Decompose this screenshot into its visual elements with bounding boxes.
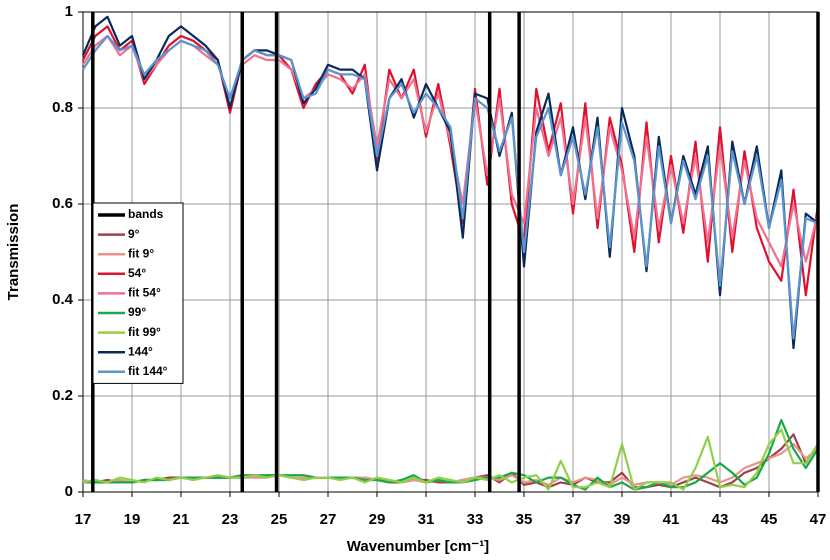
x-tick-label: 29 (369, 511, 386, 528)
series-line (82, 34, 820, 268)
x-tick-label: 35 (516, 511, 533, 528)
legend: bands 9° fit 9° 54° fit 54° 99° fit 99° 144° fit… (92, 202, 184, 384)
legend-label: 99° (128, 305, 146, 319)
x-tick-label: 21 (173, 511, 190, 528)
y-axis-title: Transmission (5, 204, 22, 301)
series-line (82, 34, 819, 340)
y-tick-label: 0.8 (52, 99, 73, 116)
legend-label: 9° (128, 227, 140, 241)
x-tick-label: 37 (565, 511, 582, 528)
x-tick-label: 31 (418, 511, 435, 528)
y-tick-label: 0 (65, 483, 73, 500)
x-tick-label: 39 (614, 511, 631, 528)
legend-label: 144° (128, 344, 153, 358)
x-tick-label: 33 (467, 511, 484, 528)
x-tick-label: 47 (810, 511, 827, 528)
legend-label: fit 9° (128, 246, 154, 260)
series-line (81, 15, 819, 350)
x-tick-label: 43 (712, 511, 729, 528)
x-axis-title: Wavenumber [cm⁻¹] (347, 538, 489, 555)
x-tick-label: 19 (124, 511, 141, 528)
x-tick-label: 27 (320, 511, 337, 528)
x-tick-label: 45 (761, 511, 778, 528)
x-tick-label: 23 (222, 511, 239, 528)
legend-label: bands (128, 207, 164, 221)
x-tick-label: 17 (75, 511, 92, 528)
y-tick-label: 1 (65, 3, 73, 20)
legend-label: 54° (128, 266, 146, 280)
x-tick-label: 25 (271, 511, 288, 528)
y-tick-label: 0.4 (52, 291, 74, 308)
y-tick-label: 0.6 (52, 195, 73, 212)
y-tick-label: 0.2 (52, 387, 73, 404)
legend-label: fit 144° (128, 364, 168, 378)
legend-label: fit 99° (128, 325, 161, 339)
series-line (82, 428, 819, 491)
x-tick-label: 41 (663, 511, 680, 528)
legend-label: fit 54° (128, 286, 161, 300)
